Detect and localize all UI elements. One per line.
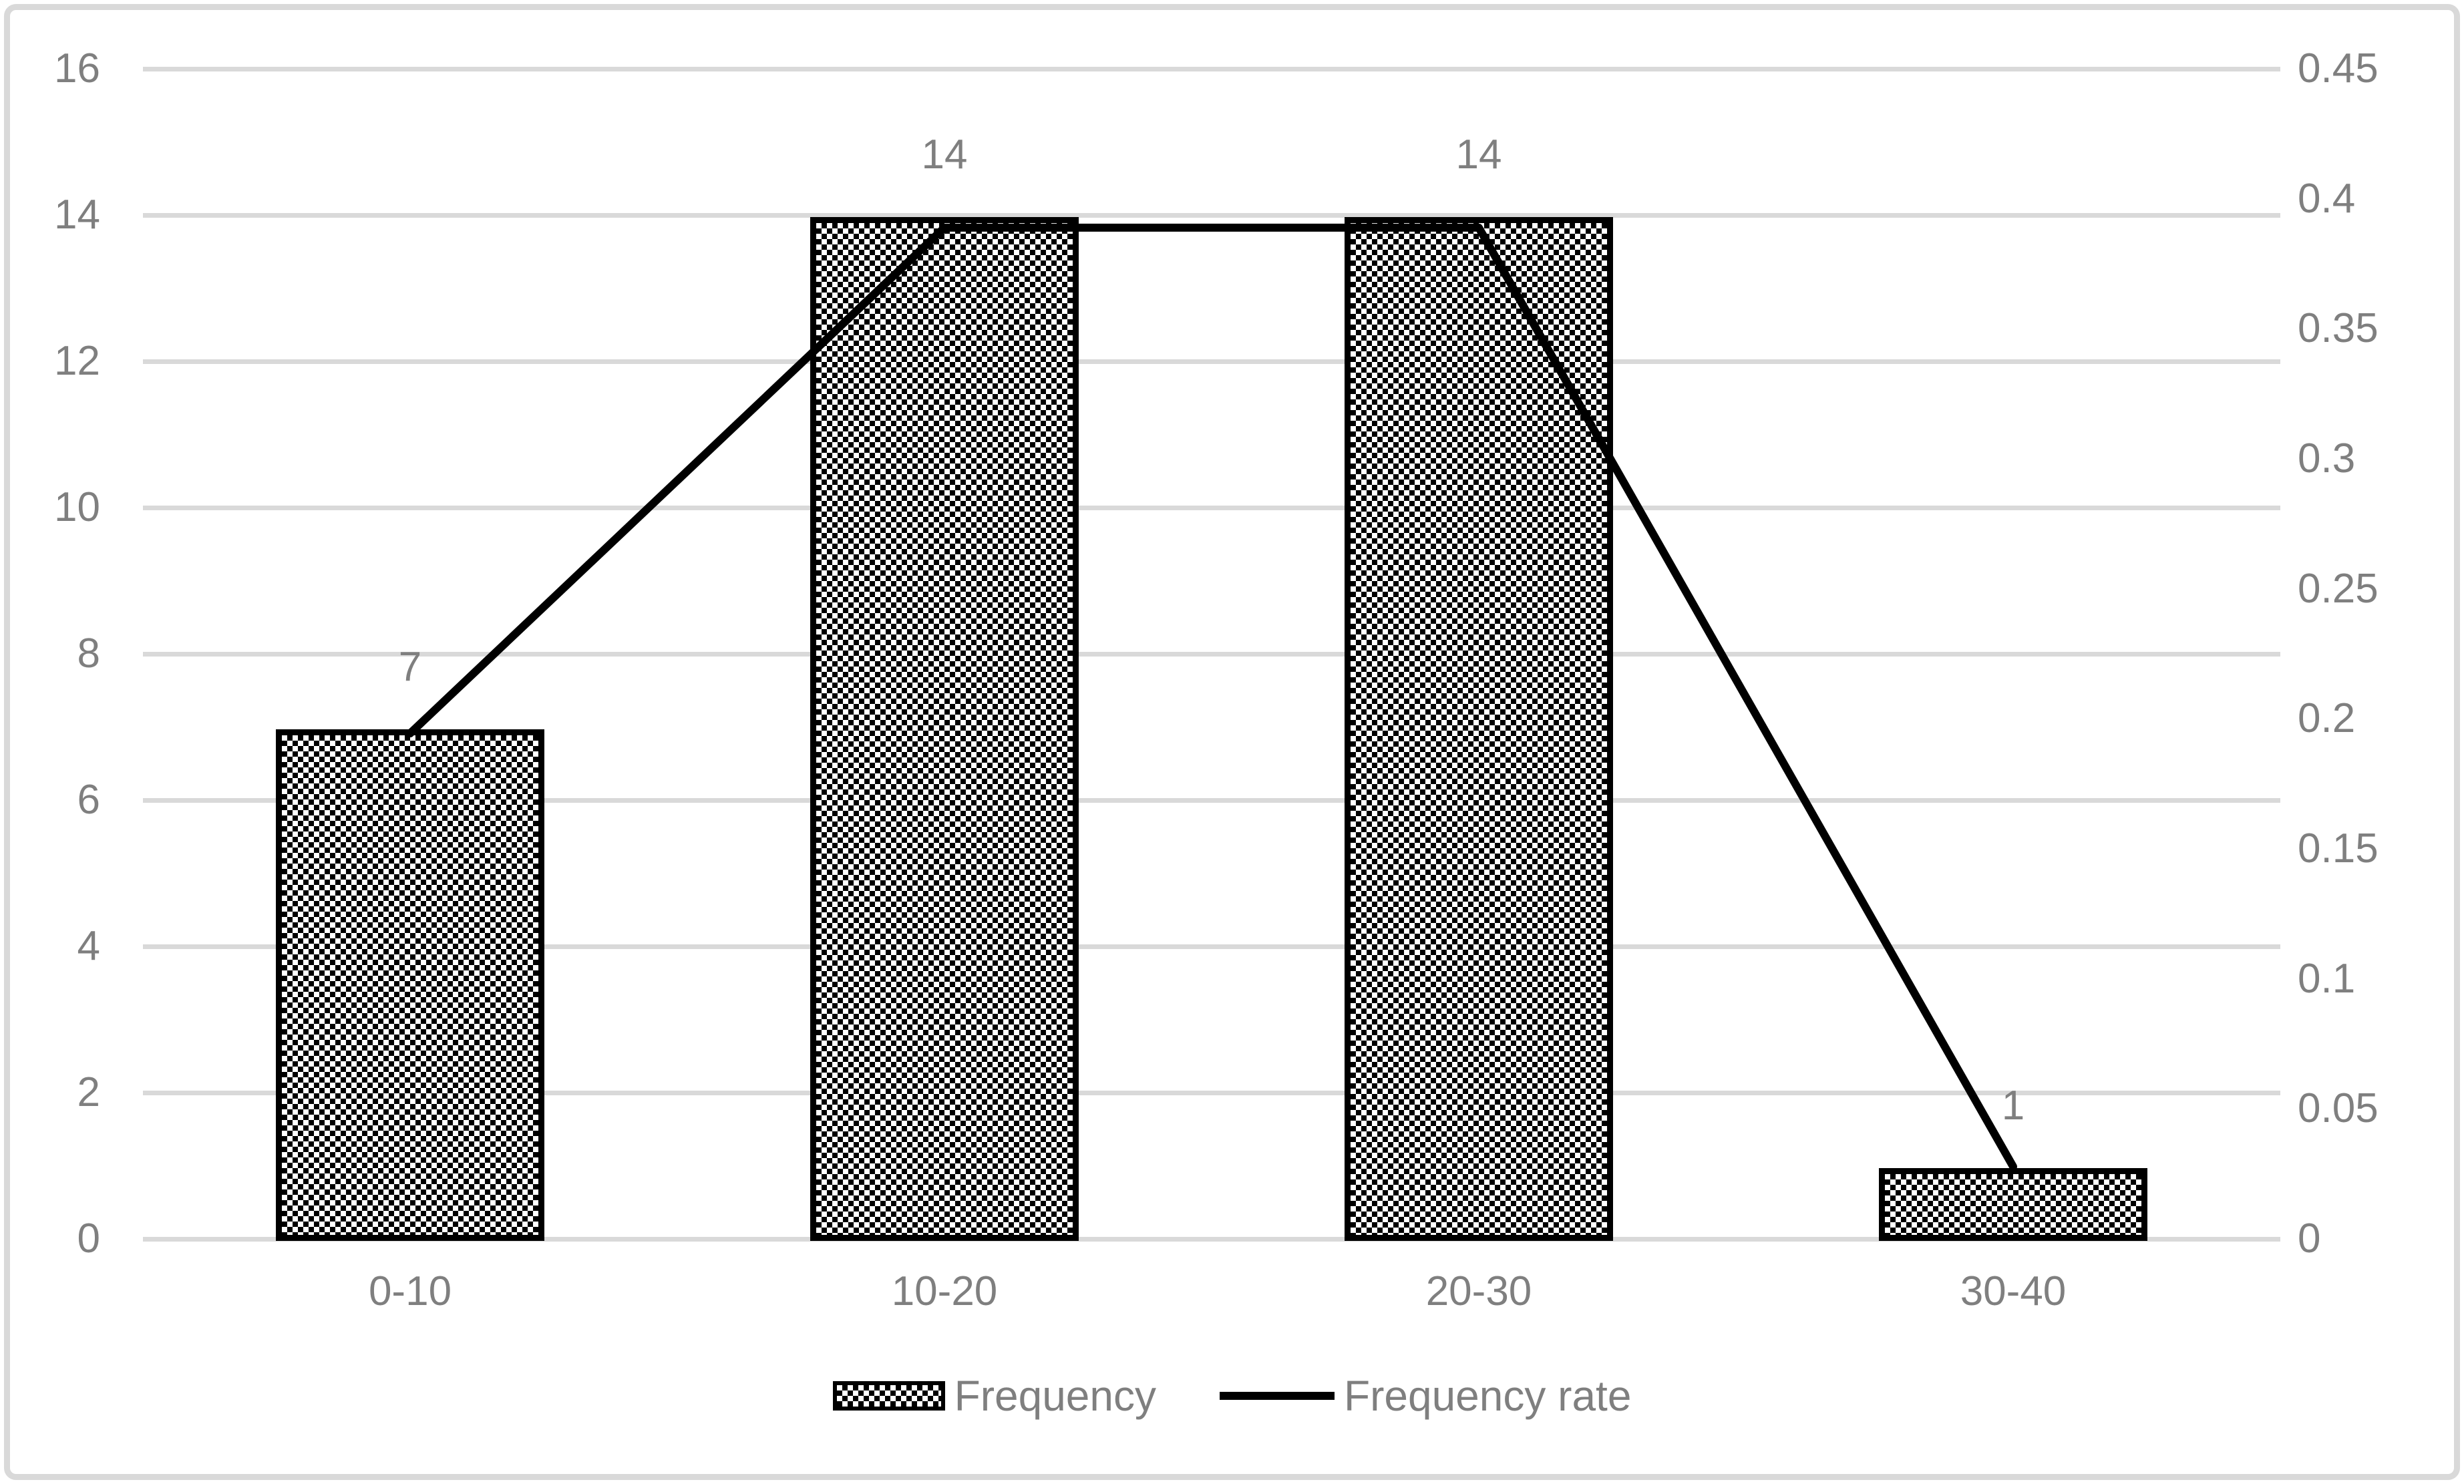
left-axis-tick: 10	[54, 484, 100, 530]
left-axis-tick: 14	[54, 192, 100, 238]
right-axis-tick: 0.1	[2298, 955, 2356, 1002]
right-axis-tick: 0.45	[2298, 45, 2379, 91]
x-axis-label: 30-40	[1960, 1268, 2067, 1314]
legend: Frequency Frequency rate	[0, 1359, 2464, 1433]
frequency-rate-swatch-icon	[1219, 1392, 1335, 1400]
frequency-swatch-icon	[832, 1381, 945, 1411]
bar-data-label: 1	[2001, 1082, 2025, 1129]
x-axis-label: 10-20	[891, 1268, 998, 1314]
legend-label-frequency: Frequency	[954, 1372, 1156, 1420]
gridline	[143, 1236, 2280, 1242]
right-axis-tick: 0.2	[2298, 695, 2356, 742]
legend-item-frequency-rate: Frequency rate	[1219, 1371, 1632, 1421]
bar-20-30	[1345, 217, 1613, 1241]
gridline	[143, 505, 2280, 510]
gridline	[143, 359, 2280, 364]
left-axis-tick: 8	[77, 630, 100, 677]
right-axis-tick: 0.3	[2298, 435, 2356, 482]
gridline	[143, 797, 2280, 803]
gridline	[143, 212, 2280, 218]
left-axis-tick: 0	[77, 1216, 100, 1262]
gridline	[143, 66, 2280, 71]
left-axis-tick: 12	[54, 338, 100, 384]
right-axis-tick: 0.05	[2298, 1085, 2379, 1132]
bar-data-label: 14	[1455, 132, 1502, 178]
bar-10-20	[810, 217, 1079, 1241]
right-axis-tick: 0.15	[2298, 825, 2379, 872]
right-axis-tick: 0.25	[2298, 565, 2379, 612]
x-axis-label: 0-10	[368, 1268, 452, 1314]
gridline	[143, 944, 2280, 949]
left-axis-tick: 2	[77, 1069, 100, 1115]
legend-item-frequency: Frequency	[832, 1371, 1156, 1421]
left-axis-tick: 6	[77, 777, 100, 823]
bar-0-10	[276, 729, 544, 1241]
right-axis-tick: 0.35	[2298, 305, 2379, 352]
legend-label-frequency-rate: Frequency rate	[1343, 1372, 1632, 1420]
right-axis-tick: 0	[2298, 1216, 2321, 1262]
gridline	[143, 651, 2280, 657]
x-axis-label: 20-30	[1425, 1268, 1532, 1314]
left-axis-tick: 4	[77, 923, 100, 969]
bar-data-label: 14	[921, 132, 968, 178]
bar-30-40	[1879, 1167, 2147, 1241]
bar-data-label: 7	[398, 643, 422, 690]
gridline	[143, 1090, 2280, 1095]
right-axis-tick: 0.4	[2298, 175, 2356, 222]
left-axis-tick: 16	[54, 45, 100, 91]
